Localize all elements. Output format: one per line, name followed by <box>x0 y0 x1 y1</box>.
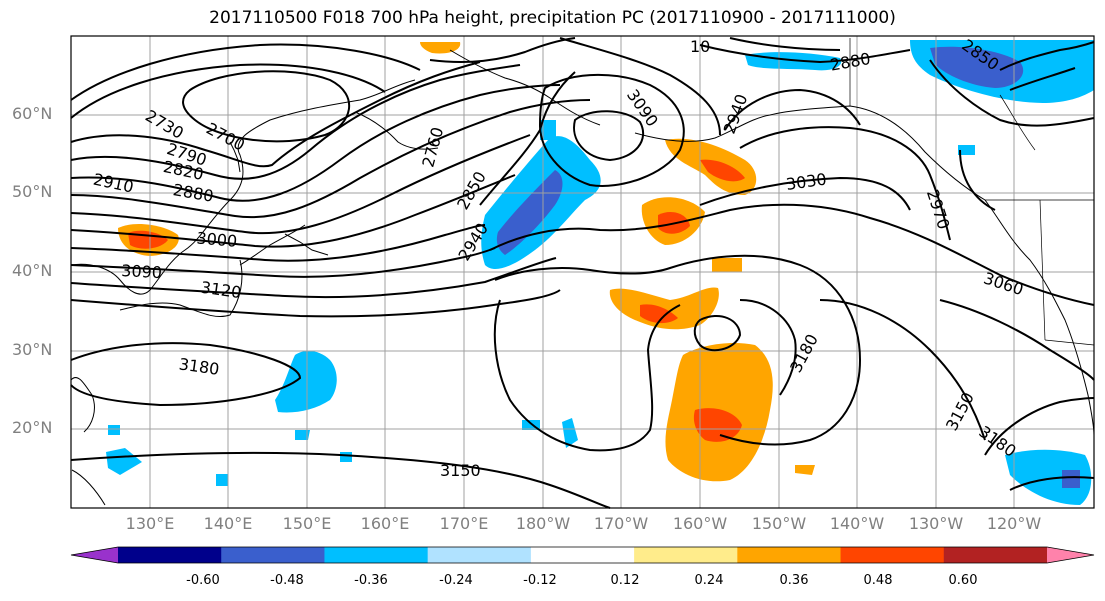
lon-label: 160°W <box>672 514 728 533</box>
colorbar-segment <box>737 547 842 563</box>
lat-label: 30°N <box>12 340 53 359</box>
colorbar-label: -0.36 <box>354 573 388 588</box>
colorbar-label: 0.24 <box>694 573 724 588</box>
colorbar-label: -0.48 <box>270 573 304 588</box>
lon-label: 130°W <box>908 514 964 533</box>
colorbar-segment <box>634 547 738 563</box>
negative-shading <box>106 40 1094 505</box>
colorbar-segment <box>118 547 222 563</box>
colorbar-extend-low <box>71 547 118 563</box>
colorbar-label: 0.60 <box>948 573 978 588</box>
coastlines <box>70 49 1095 506</box>
positive-shading <box>118 42 815 482</box>
colorbar-label: 0.48 <box>863 573 893 588</box>
colorbar-label: 0.12 <box>610 573 640 588</box>
lon-label: 130°E <box>125 514 175 533</box>
contour-label: 3150 <box>440 461 481 480</box>
lon-label: 140°W <box>829 514 885 533</box>
lat-label: 40°N <box>12 261 53 280</box>
lon-label: 150°W <box>751 514 807 533</box>
lat-label: 60°N <box>12 104 53 123</box>
colorbar-segment <box>324 547 429 563</box>
lon-label: 160°E <box>360 514 410 533</box>
contour-label: 10 <box>690 37 710 56</box>
contour-label: 3090 <box>121 261 163 282</box>
map-frame <box>70 35 1095 509</box>
colorbar-extend-high <box>1047 547 1094 563</box>
colorbar-segment <box>943 547 1048 563</box>
lon-label: 120°W <box>986 514 1042 533</box>
colorbar-segment <box>840 547 945 563</box>
lon-label: 140°E <box>203 514 253 533</box>
colorbar-label: 0.36 <box>779 573 809 588</box>
colorbar-label: -0.60 <box>186 573 220 588</box>
lat-label: 50°N <box>12 182 53 201</box>
colorbar-label: -0.12 <box>523 573 557 588</box>
colorbar-outline <box>70 546 1095 564</box>
colorbar-segment <box>530 547 635 563</box>
contour-label: 3000 <box>196 228 238 250</box>
lon-label: 170°E <box>439 514 489 533</box>
colorbar-segment <box>427 547 532 563</box>
height-contours <box>70 37 1095 509</box>
colorbar <box>70 546 1095 564</box>
map-title: 2017110500 F018 700 hPa height, precipit… <box>209 8 896 28</box>
political-borders <box>849 38 1095 346</box>
lat-label: 20°N <box>12 418 53 437</box>
colorbar-label: -0.24 <box>439 573 473 588</box>
colorbar-segment <box>221 547 325 563</box>
lon-label: 150°E <box>282 514 332 533</box>
lon-label: 180°W <box>515 514 571 533</box>
lon-label: 170°W <box>593 514 649 533</box>
